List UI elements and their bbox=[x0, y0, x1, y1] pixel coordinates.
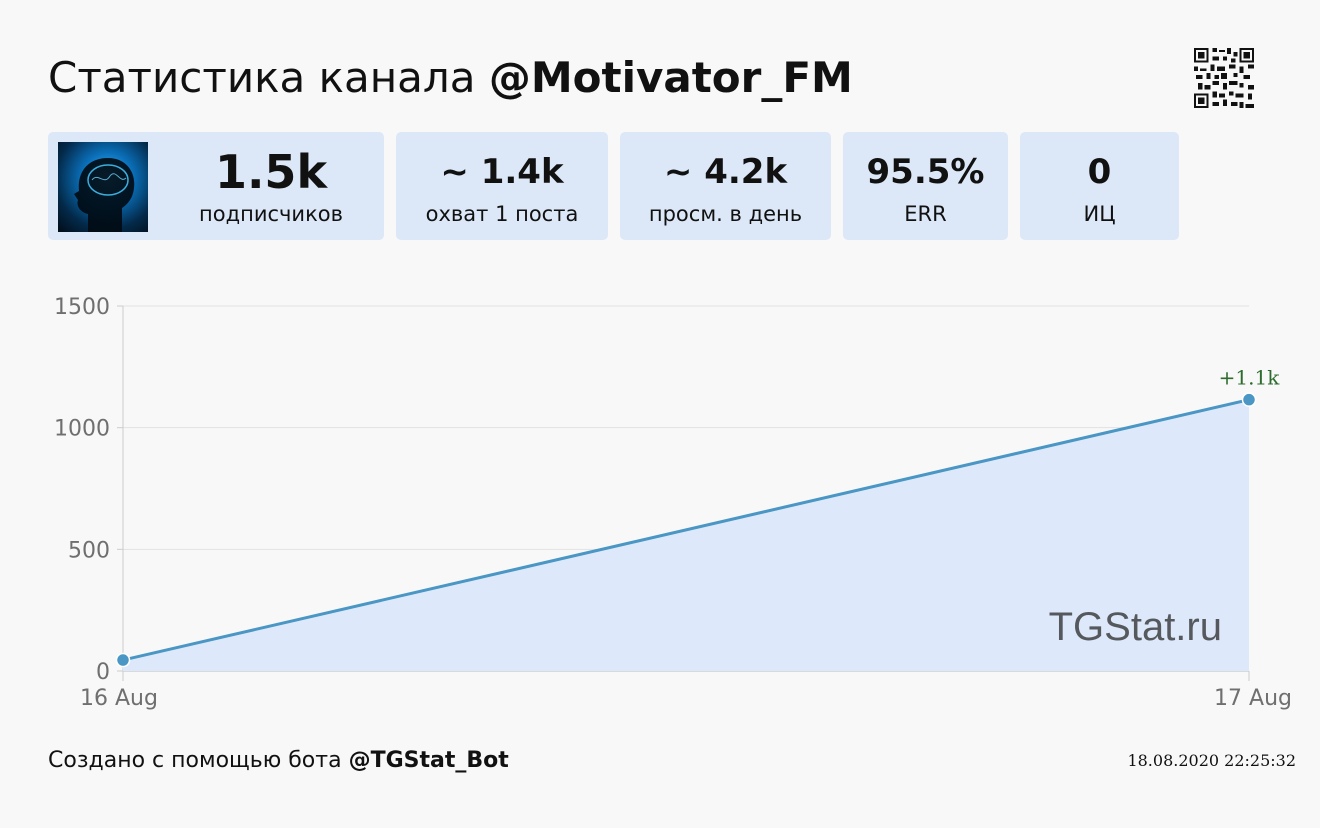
subscribers-chart: 0 500 1000 1500 TGStat.ru 16 Aug 17 Aug +1.1k bbox=[54, 295, 1292, 711]
footer-credit: Создано с помощью бота @TGStat_Bot bbox=[48, 746, 509, 776]
x-tick-label: 16 Aug bbox=[80, 686, 158, 711]
channel-name: @Motivator_FM bbox=[488, 53, 853, 102]
stat-card-reach: ~ 1.4k охват 1 поста bbox=[396, 132, 608, 240]
stat-card-daily-views: ~ 4.2k просм. в день bbox=[620, 132, 831, 240]
y-tick-label: 500 bbox=[68, 538, 110, 563]
data-point bbox=[115, 652, 131, 668]
subscribers-label: подписчиков bbox=[199, 202, 343, 226]
x-tick-label: 17 Aug bbox=[1214, 686, 1292, 711]
stat-card-citation-index: 0 ИЦ bbox=[1020, 132, 1179, 240]
daily-views-value: ~ 4.2k bbox=[663, 152, 788, 192]
reach-label: охват 1 поста bbox=[425, 202, 579, 226]
y-tick-label: 0 bbox=[96, 660, 110, 685]
head-silhouette-icon bbox=[74, 158, 135, 232]
footer-bot-link[interactable]: @TGStat_Bot bbox=[348, 748, 509, 773]
err-label: ERR bbox=[904, 202, 947, 226]
daily-views-label: просм. в день bbox=[648, 202, 803, 226]
footer-timestamp: 18.08.2020 22:25:32 bbox=[1127, 751, 1296, 770]
channel-avatar bbox=[58, 142, 148, 232]
y-tick-label: 1500 bbox=[54, 295, 110, 320]
citation-index-value: 0 bbox=[1087, 152, 1112, 192]
data-label: +1.1k bbox=[1219, 366, 1281, 390]
citation-index-label: ИЦ bbox=[1083, 202, 1116, 226]
subscribers-value: 1.5k bbox=[214, 145, 328, 199]
y-tick-label: 1000 bbox=[54, 417, 110, 442]
footer-prefix: Создано с помощью бота bbox=[48, 748, 342, 773]
series-line bbox=[122, 398, 1250, 662]
data-point bbox=[1241, 392, 1257, 407]
stat-card-subscribers: 1.5k подписчиков bbox=[48, 132, 384, 240]
qr-code-icon bbox=[1194, 48, 1254, 108]
title-prefix: Статистика канала bbox=[48, 53, 476, 102]
err-value: 95.5% bbox=[866, 152, 985, 192]
page-title: Статистика канала @Motivator_FM bbox=[48, 52, 853, 104]
reach-value: ~ 1.4k bbox=[440, 152, 564, 192]
watermark-text: TGStat.ru bbox=[1049, 605, 1222, 649]
series-area bbox=[123, 399, 1249, 671]
stat-card-err: 95.5% ERR bbox=[843, 132, 1008, 240]
